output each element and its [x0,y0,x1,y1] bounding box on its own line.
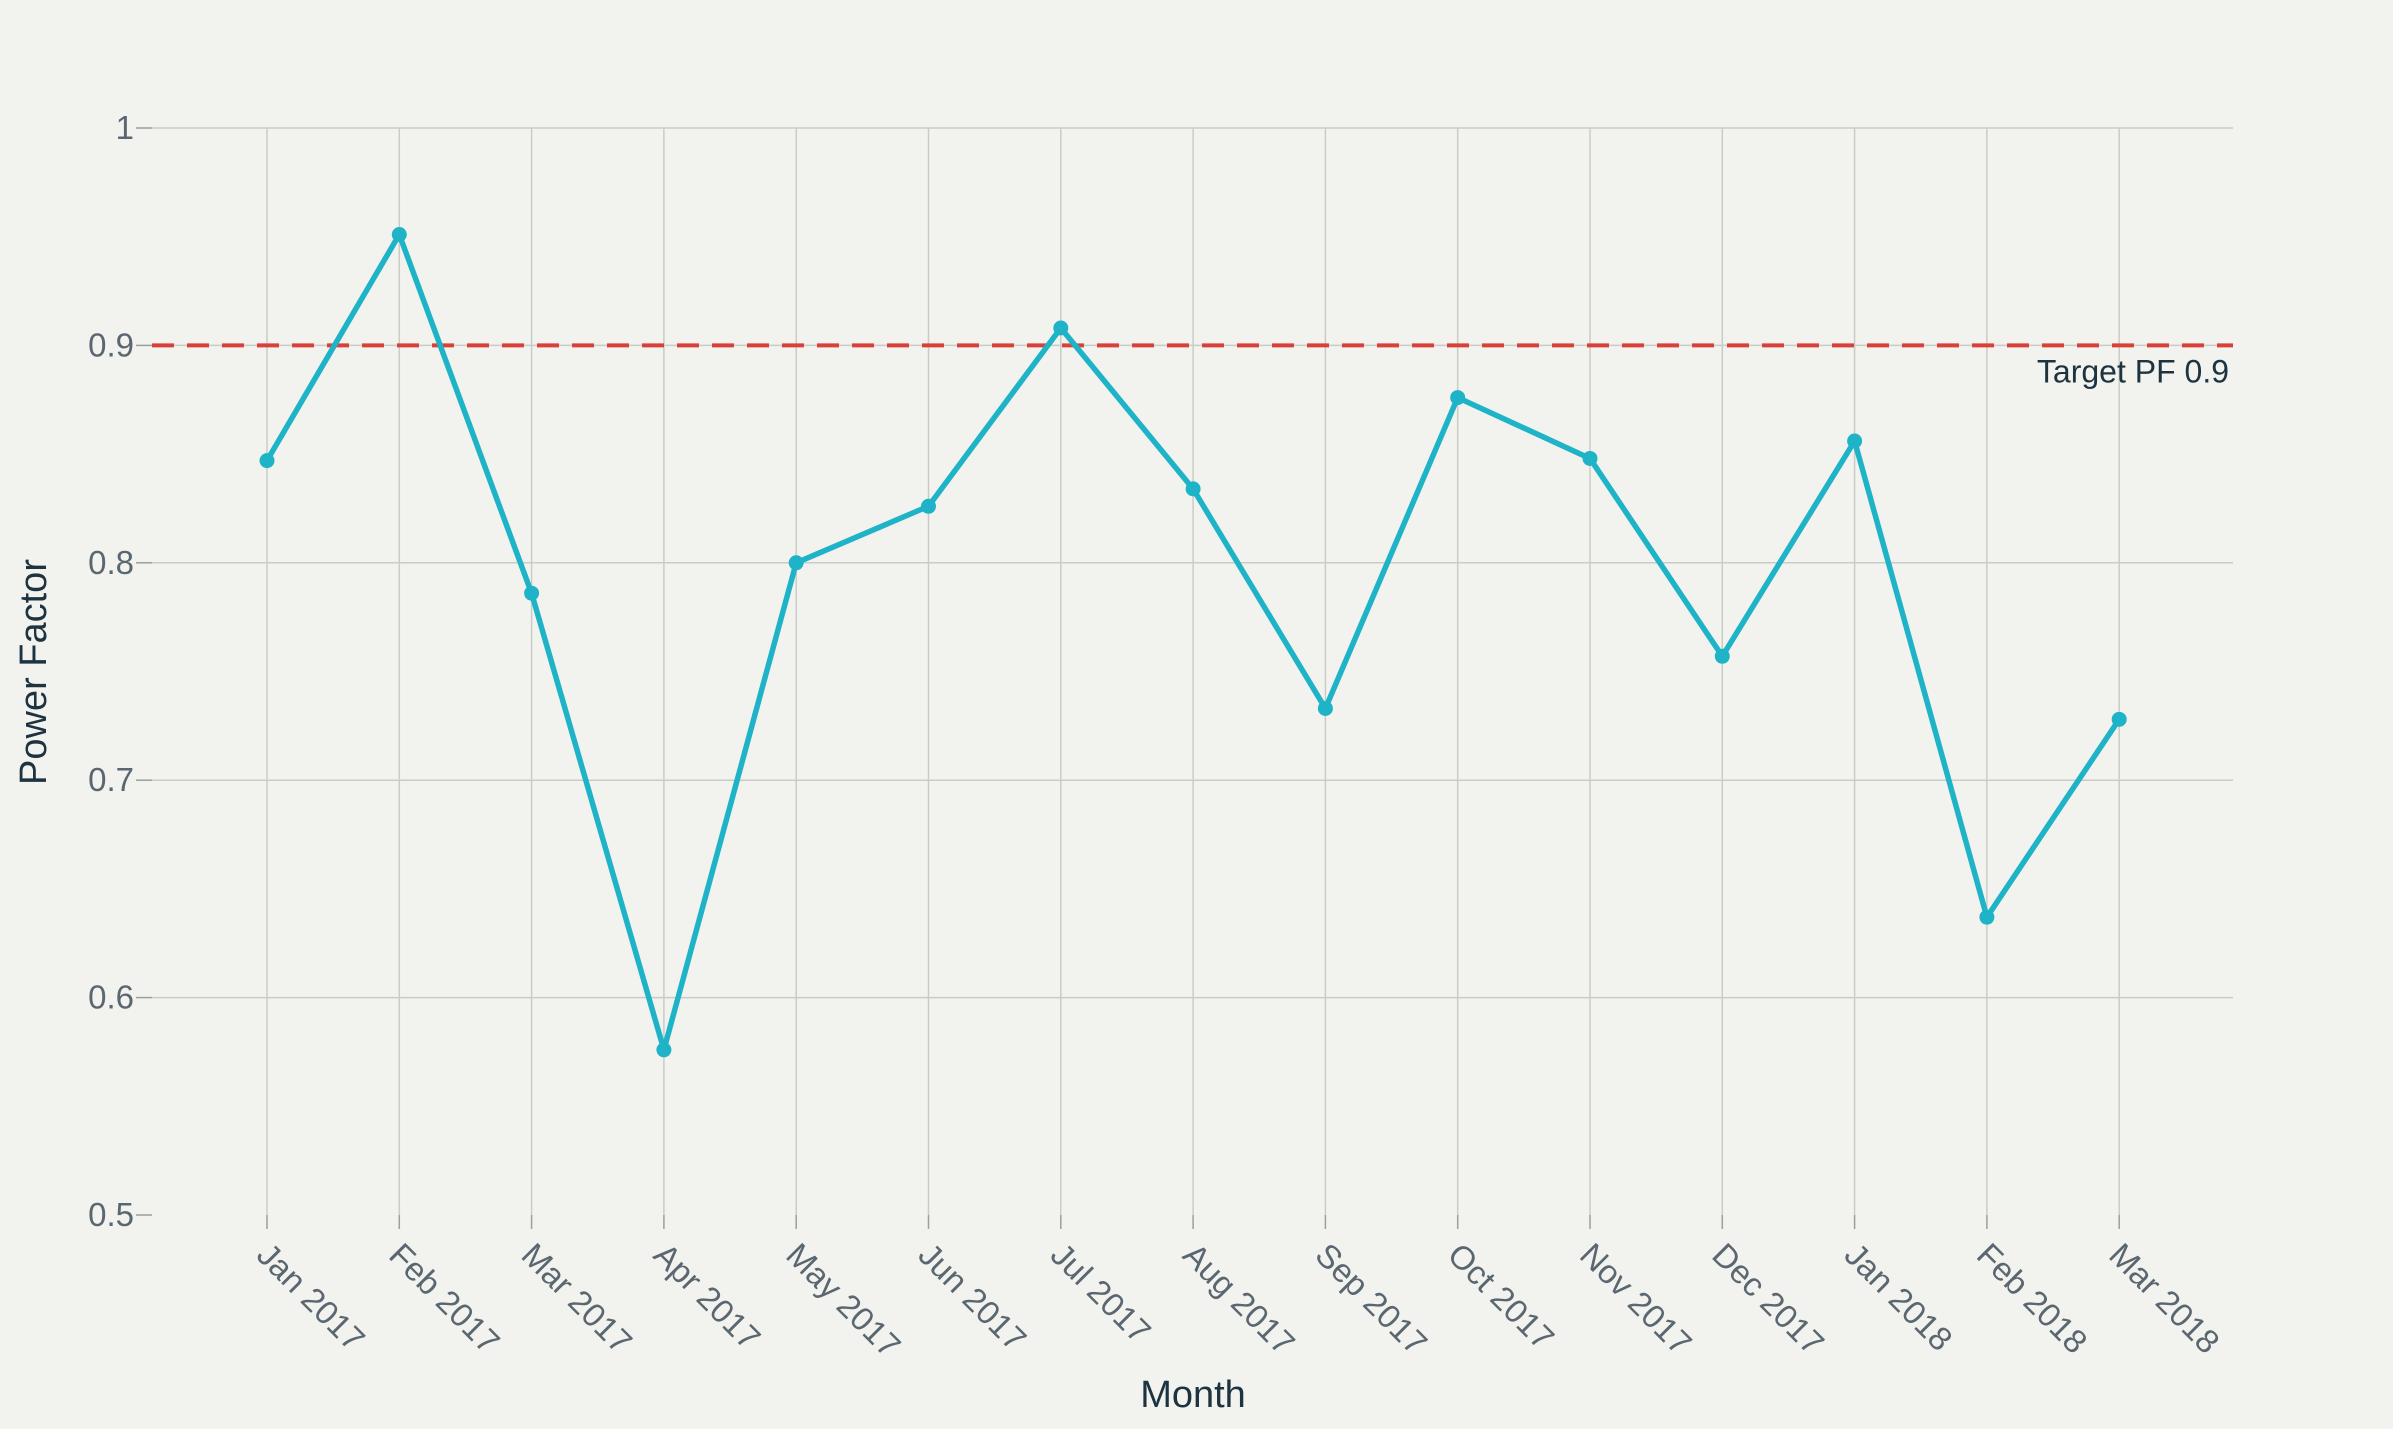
data-point[interactable] [2111,711,2127,727]
target-reference-label: Target PF 0.9 [2037,353,2229,389]
x-tick-label: Jan 2018 [1838,1236,1960,1358]
x-tick-label: Jun 2017 [912,1236,1034,1358]
y-tick-label: 0.9 [88,326,134,363]
data-point[interactable] [1979,909,1995,925]
x-tick-label: May 2017 [779,1236,908,1365]
x-tick-label: Jul 2017 [1044,1236,1158,1350]
data-point[interactable] [1714,648,1730,664]
data-point[interactable] [1317,700,1333,716]
data-point[interactable] [524,585,540,601]
reference-layer: Target PF 0.9 [152,343,2233,389]
y-tick-label: 0.7 [88,761,134,798]
x-tick-label: Dec 2017 [1705,1236,1831,1362]
x-tick-label: Jan 2017 [250,1236,372,1358]
x-tick-label: Aug 2017 [1176,1236,1302,1362]
x-tick-label: Apr 2017 [647,1236,768,1357]
data-point[interactable] [259,453,275,469]
x-axis-title: Month [1140,1374,1246,1416]
x-tick-label: Mar 2017 [515,1236,640,1361]
grid-layer [152,127,2233,1215]
x-tick-label: Oct 2017 [1441,1236,1562,1357]
data-point[interactable] [921,498,936,514]
x-tick-label: Sep 2017 [1308,1236,1434,1362]
axis-layer: 0.5 0.6 0.7 0.8 0.9 1 Jan 2017 Feb 2017 Mar 2017… [88,109,2227,1364]
data-point[interactable] [788,555,804,571]
data-point[interactable] [1450,390,1466,406]
x-tick-label: Feb 2017 [382,1236,507,1361]
data-point[interactable] [656,1042,672,1058]
x-tick-label: Mar 2018 [2102,1236,2227,1361]
x-tick-label: Feb 2018 [1970,1236,2095,1361]
data-point[interactable] [1847,433,1863,449]
y-tick-label: 0.8 [88,544,134,581]
data-point[interactable] [1582,450,1598,466]
data-point[interactable] [1185,481,1201,497]
data-point[interactable] [391,227,407,243]
data-point[interactable] [1053,320,1069,336]
y-tick-label: 1 [116,109,134,146]
series-layer [259,227,2127,1058]
y-axis-title: Power Factor [13,559,55,785]
y-tick-label: 0.5 [88,1196,134,1233]
y-tick-label: 0.6 [88,979,134,1016]
x-tick-label: Nov 2017 [1573,1236,1699,1362]
